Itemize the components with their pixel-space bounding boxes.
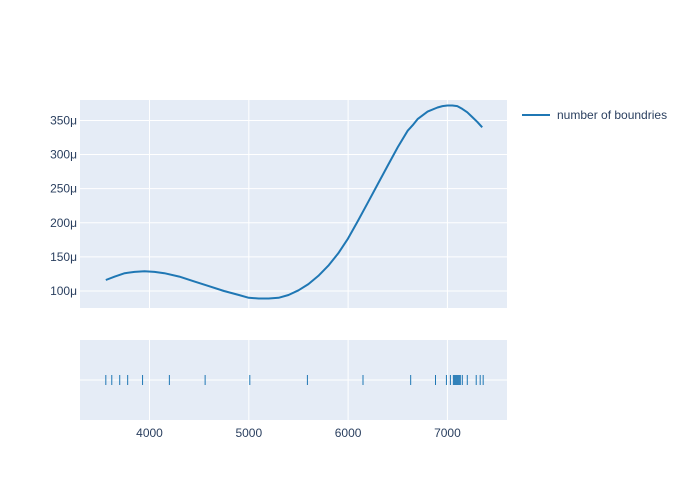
x-tick: 5000 [235,426,262,440]
x-axis-ticks: 4000 5000 6000 7000 [136,426,461,440]
y-axis-ticks: 100μ 150μ 200μ 250μ 300μ 350μ [50,113,77,297]
series-line[interactable] [105,104,483,300]
y-tick-label: 300μ [50,148,77,162]
y-tick: 300μ [50,148,77,162]
legend[interactable]: number of boundries [522,108,667,122]
x-tick-label: 6000 [335,426,362,440]
y-tick: 350μ [50,113,77,127]
y-tick-label: 100μ [50,284,77,298]
x-tick-label: 4000 [136,426,163,440]
y-tick: 100μ [50,284,77,298]
x-tick: 6000 [335,426,362,440]
x-tick: 4000 [136,426,163,440]
x-tick-label: 5000 [235,426,262,440]
rug-marks [105,375,484,385]
y-tick-label: 150μ [50,250,77,264]
y-tick: 250μ [50,182,77,196]
y-tick-label: 350μ [50,113,77,127]
x-tick-label: 7000 [434,426,461,440]
y-tick-label: 250μ [50,182,77,196]
grid-lines [80,100,507,420]
x-tick: 7000 [434,426,461,440]
y-tick: 200μ [50,216,77,230]
legend-label: number of boundries [557,108,667,122]
y-tick-label: 200μ [50,216,77,230]
main-plot-background [80,100,507,308]
y-tick: 150μ [50,250,77,264]
series-layer [105,104,483,300]
